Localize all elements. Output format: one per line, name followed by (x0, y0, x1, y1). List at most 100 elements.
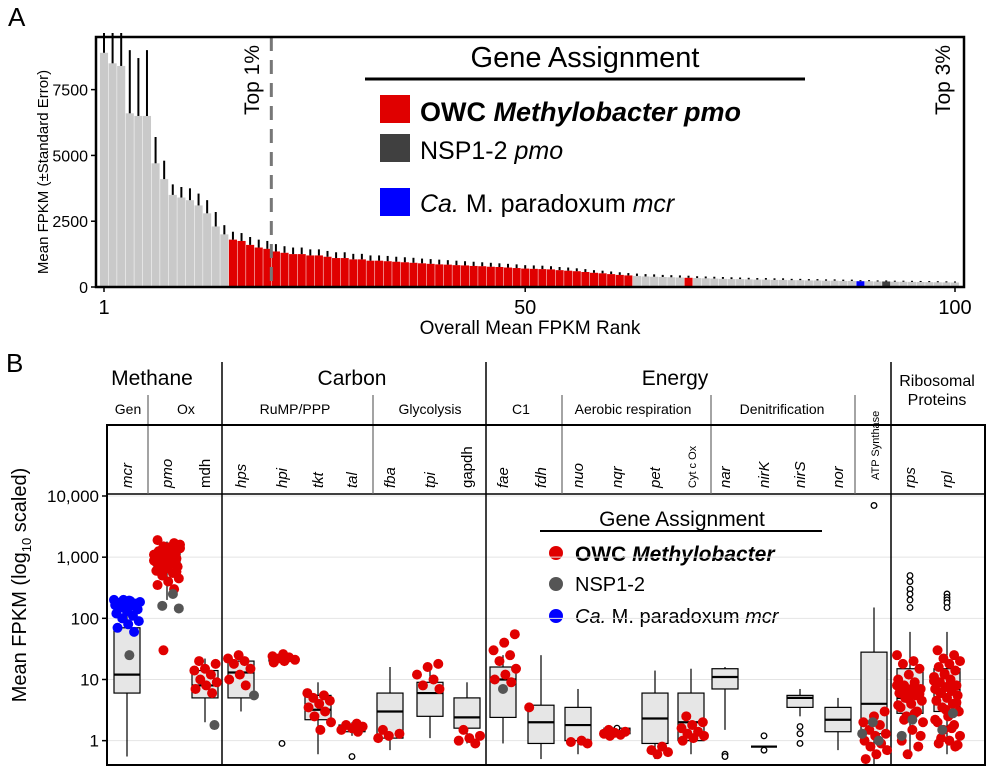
outlier-rps-3 (906, 590, 914, 598)
point-rpl-34 (951, 697, 962, 708)
panel-a-xlabel: Overall Mean FPKM Rank (420, 318, 641, 339)
bar-rank-65 (650, 276, 659, 287)
point-rpl-5 (933, 662, 944, 673)
bar-rank-88 (847, 280, 856, 287)
point-mcr-13 (133, 616, 144, 627)
outlier-rps-4 (906, 596, 914, 604)
outlier-hpi-0 (278, 740, 286, 747)
bar-rank-61 (615, 274, 624, 287)
point-Cyt-c-Ox-6 (699, 730, 709, 741)
point-gapdh-1 (475, 730, 485, 741)
point-rps-1 (908, 656, 919, 667)
bar-rank-24 (297, 254, 306, 287)
point-rps-21 (913, 741, 924, 752)
bar-rank-74 (727, 279, 736, 287)
point-pmo-2 (173, 603, 184, 614)
bar-rank-96 (916, 282, 925, 287)
bar-rank-56 (572, 271, 581, 287)
point-rps-3 (914, 663, 925, 674)
bar-rank-87 (839, 280, 848, 287)
point-mcr-0 (124, 650, 135, 661)
bar-rank-50 (521, 268, 530, 287)
atp-synthase-label: ATP Synthase (870, 411, 882, 480)
panel-b-letter: B (6, 348, 23, 378)
point-rpl-36 (930, 714, 941, 725)
point-fae-8 (506, 677, 517, 688)
bar-rank-86 (830, 280, 839, 287)
bar-rank-13 (203, 213, 212, 287)
panel-a-letter: A (8, 2, 26, 32)
point-rpl-0 (932, 645, 943, 656)
gene-label-nor: nor (830, 465, 847, 488)
sub-ox: Ox (177, 401, 195, 417)
point-fae-1 (499, 637, 510, 648)
point-Cyt-c-Ox-7 (688, 733, 699, 744)
box-mcr (113, 627, 141, 694)
gene-label-nirK: nirK (756, 460, 773, 488)
a-ytick-label-2500: 2500 (52, 214, 88, 231)
outlier-rps-1 (906, 578, 914, 585)
gene-label-nqr: nqr (609, 465, 626, 488)
legend-b-mcr-label: Ca. M. paradoxum mcr (575, 606, 780, 628)
point-hpi-5 (279, 656, 290, 667)
bar-rank-34 (383, 261, 392, 287)
point-rpl-18 (931, 695, 942, 706)
panel-b-legend-title: Gene Assignment (599, 508, 765, 531)
bar-rank-98 (933, 282, 942, 287)
point-rpl-30 (939, 668, 950, 679)
point-rpl-3 (955, 656, 965, 667)
group-energy: Energy (642, 367, 709, 390)
bar-rank-94 (899, 281, 908, 287)
point-ATP-Synthase-2 (858, 717, 869, 728)
point-pmo-28 (153, 546, 164, 557)
point-gapdh-4 (470, 738, 481, 749)
point-ATP-Synthase-1 (857, 728, 868, 739)
bar-rank-11 (185, 200, 195, 287)
point-pmo-29 (170, 550, 181, 561)
sub-denitrification: Denitrification (740, 401, 825, 417)
point-mdh-6 (211, 677, 222, 688)
bar-rank-16 (228, 239, 237, 287)
bar-rank-49 (512, 268, 521, 287)
point-pmo-31 (149, 555, 159, 566)
point-mdh-9 (207, 688, 218, 699)
bar-rank-57 (581, 272, 590, 287)
bar-rank-100 (950, 282, 960, 287)
gene-label-pet: pet (647, 466, 664, 489)
point-rps-25 (897, 684, 908, 695)
point-pmo-23 (152, 580, 163, 591)
legend-a-owc-label: OWC Methylobacter pmo (420, 97, 741, 127)
point-fae-0 (509, 629, 520, 640)
b-ytick-label-1000: 1,000 (56, 548, 99, 567)
point-mcr-14 (123, 619, 134, 630)
bar-rank-79 (770, 279, 779, 287)
point-fae-6 (500, 669, 511, 680)
panel-b-frame (106, 424, 986, 766)
gene-label-tpi: tpi (422, 471, 439, 488)
gene-label-tkt: tkt (310, 471, 327, 488)
point-fae-2 (488, 645, 499, 656)
point-rpl-6 (950, 665, 961, 676)
bar-rank-69 (684, 277, 693, 287)
bar-rank-62 (624, 275, 633, 287)
legend-b-dot-owc (549, 546, 563, 560)
a-ytick-label-0: 0 (79, 280, 88, 297)
point-fae-4 (494, 656, 505, 667)
legend-b-owc-label: OWC Methylobacter (575, 543, 776, 566)
point-gapdh-0 (458, 724, 469, 735)
bar-rank-64 (641, 276, 650, 287)
bar-rank-20 (263, 248, 272, 287)
group-ribosomal-line2: Proteins (908, 392, 967, 409)
point-pmo-26 (175, 539, 185, 550)
bar-rank-75 (736, 279, 745, 287)
box-fdh (527, 704, 555, 745)
bar-rank-39 (426, 263, 435, 287)
bar-rank-7 (151, 163, 160, 287)
point-rps-1 (896, 730, 907, 741)
legend-a-mcr-label: Ca. M. paradoxum mcr (420, 190, 676, 218)
point-tpi-4 (417, 680, 428, 691)
bar-rank-60 (607, 274, 616, 287)
outlier-rpl-4 (943, 604, 951, 612)
bar-rank-83 (804, 280, 813, 287)
